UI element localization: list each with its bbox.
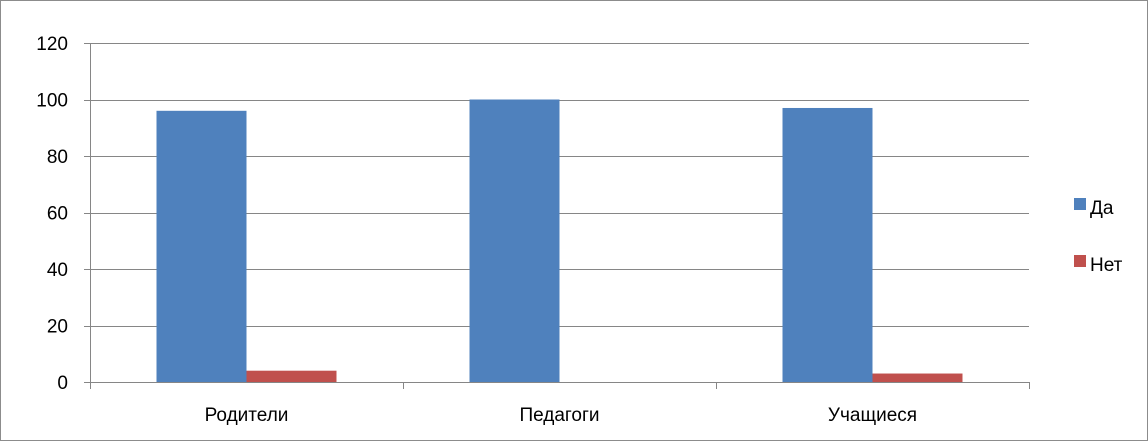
y-tick-label: 100 [36, 91, 68, 112]
bar-da-2 [782, 107, 873, 382]
legend-swatch [1074, 198, 1086, 210]
y-axis-tick-labels: 0 20 40 60 80 100 120 [36, 34, 68, 394]
y-tick-label: 80 [47, 147, 68, 168]
y-tick-label: 120 [36, 34, 68, 55]
y-tick-label: 40 [47, 260, 68, 281]
bars [156, 99, 963, 383]
legend-label: Нет [1090, 255, 1123, 276]
axes [84, 43, 1030, 389]
x-axis-tick-labels: Родители Педагоги Учащиеся [205, 405, 917, 426]
x-tick-label: Учащиеся [828, 405, 917, 426]
legend-label: Да [1090, 198, 1114, 219]
y-tick-label: 60 [47, 204, 68, 225]
bar-da-1 [469, 99, 560, 382]
y-tick-label: 20 [47, 317, 68, 338]
bar-net-0 [246, 370, 337, 382]
x-tick-label: Педагоги [519, 405, 599, 426]
bar-da-0 [156, 110, 247, 383]
legend: Да Нет [1074, 198, 1123, 276]
y-tick-label: 0 [57, 373, 68, 394]
bar-net-2 [872, 373, 963, 382]
legend-swatch [1074, 255, 1086, 267]
x-tick-label: Родители [205, 405, 289, 426]
